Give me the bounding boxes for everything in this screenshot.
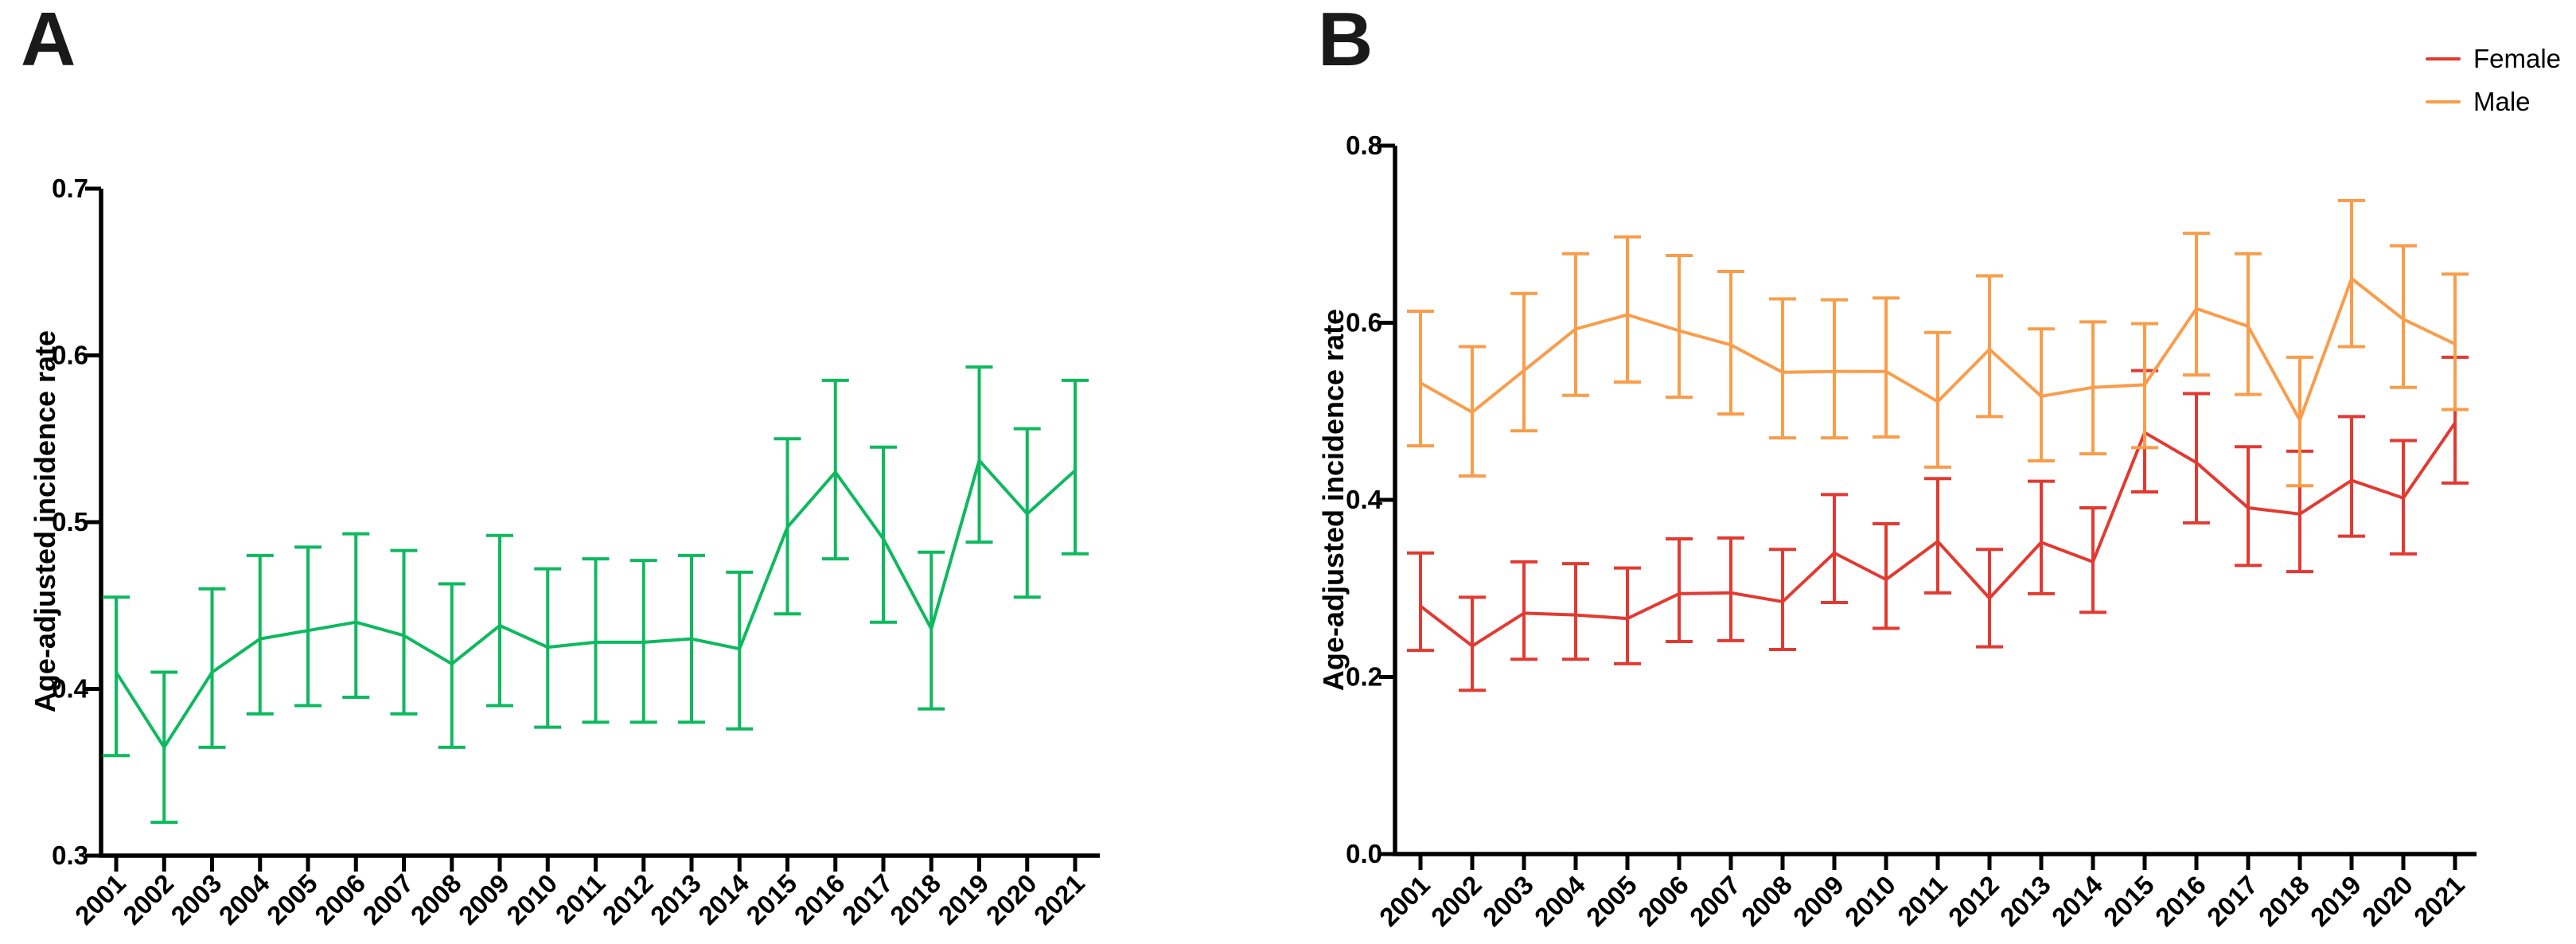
x-tick-label: 2017 (2201, 870, 2263, 932)
y-tick-label: 0.2 (1346, 662, 1382, 692)
x-tick-label: 2005 (1580, 870, 1643, 932)
series-line (115, 458, 1077, 749)
x-tick-label: 2019 (932, 868, 994, 930)
x-tick-label: 2006 (1632, 870, 1694, 932)
x-tick-label: 2006 (309, 868, 371, 930)
x-tick-label: 2007 (1684, 870, 1746, 932)
legend: Female Male (2426, 44, 2562, 132)
x-tick-label: 2014 (2046, 869, 2109, 932)
female-line-swatch-icon (2426, 57, 2461, 60)
x-tick-label: 2021 (1028, 868, 1090, 930)
x-tick-label: 2010 (501, 868, 563, 930)
x-tick-label: 2015 (2098, 870, 2160, 932)
x-tick-label: 2019 (2305, 870, 2367, 932)
x-tick-label: 2015 (740, 868, 802, 930)
x-tick-label: 2004 (1529, 869, 1592, 932)
y-tick-label: 0.4 (1346, 485, 1383, 514)
male-line-swatch-icon (2426, 100, 2461, 103)
x-tick-label: 2009 (453, 868, 515, 930)
x-tick-label: 2012 (1943, 870, 2005, 932)
x-tick-label: 2016 (2149, 870, 2212, 932)
x-tick-label: 2005 (261, 868, 323, 930)
y-tick-label: 0.5 (52, 507, 88, 536)
x-tick-label: 2020 (2356, 870, 2418, 932)
x-tick-label: 2007 (357, 868, 419, 930)
series-line-female (1419, 422, 2457, 648)
series-male (1407, 198, 2469, 488)
panel-a-letter: A (21, 0, 76, 82)
x-tick-label: 2001 (1374, 870, 1436, 932)
x-tick-label: 2002 (1425, 870, 1487, 932)
series-line-male (1420, 276, 2456, 422)
legend-label-male: Male (2473, 87, 2531, 116)
x-tick-label: 2003 (1477, 870, 1539, 932)
panel-a-chart: 0.30.40.50.60.72001200220032004200520062… (52, 174, 1100, 930)
x-tick-label: 2013 (645, 868, 707, 930)
x-tick-label: 2008 (405, 868, 467, 930)
x-tick-label: 2013 (1994, 870, 2056, 932)
x-tick-label: 2004 (213, 868, 276, 930)
panel-a-axes (99, 189, 1100, 858)
x-tick-label: 2016 (789, 868, 851, 930)
y-tick-label: 0.6 (1346, 308, 1382, 337)
x-tick-label: 2010 (1839, 870, 1901, 932)
x-tick-label: 2012 (597, 868, 659, 930)
x-tick-label: 2003 (165, 868, 227, 930)
x-tick-label: 2017 (836, 868, 898, 930)
x-tick-label: 2018 (2253, 870, 2315, 932)
panel-b-chart: 0.00.20.40.60.82001200220032004200520062… (1346, 131, 2477, 932)
y-tick-label: 0.7 (52, 174, 88, 203)
x-tick-label: 2020 (980, 868, 1042, 930)
x-tick-label: 2011 (1892, 870, 1953, 931)
y-tick-label: 0.3 (52, 841, 88, 870)
panel-b-axes (1393, 146, 2477, 856)
y-tick-label: 0.8 (1346, 131, 1382, 160)
series-main (103, 365, 1089, 825)
x-tick-label: 2009 (1787, 870, 1849, 932)
legend-item-male: Male (2426, 87, 2561, 116)
x-tick-label: 2014 (692, 868, 755, 930)
panel-b-letter: B (1318, 0, 1374, 82)
x-tick-label: 2008 (1736, 870, 1798, 932)
y-tick-label: 0.4 (52, 674, 89, 704)
legend-item-female: Female (2426, 44, 2562, 73)
x-tick-label: 2018 (884, 868, 946, 930)
x-tick-label: 2011 (550, 868, 611, 930)
x-tick-label: 2021 (2408, 870, 2470, 932)
legend-label-female: Female (2473, 44, 2562, 73)
y-tick-label: 0.0 (1346, 839, 1382, 868)
x-tick-label: 2001 (69, 868, 131, 930)
x-tick-label: 2002 (117, 868, 179, 930)
y-tick-label: 0.6 (52, 341, 88, 370)
